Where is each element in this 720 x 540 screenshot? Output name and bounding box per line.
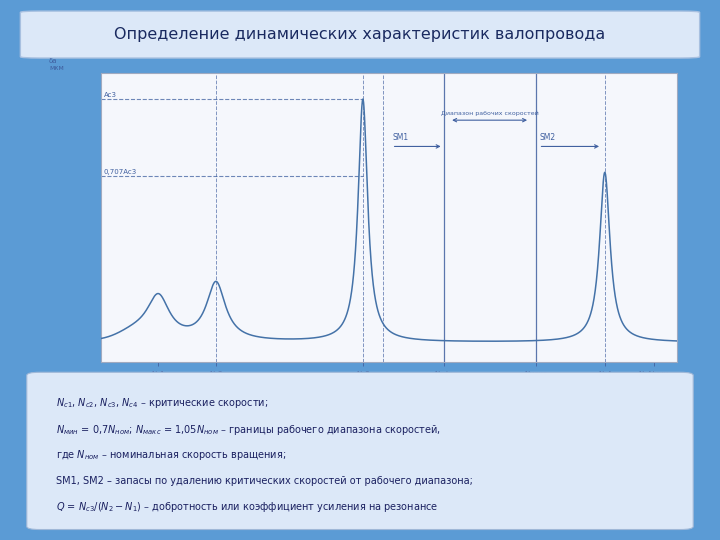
- Text: δa
мкм: δa мкм: [49, 58, 63, 71]
- Text: Ac3: Ac3: [104, 92, 117, 98]
- FancyBboxPatch shape: [27, 372, 693, 530]
- Text: Диапазон рабочих скоростей: Диапазон рабочих скоростей: [441, 111, 539, 116]
- Text: SM2: SM2: [540, 133, 556, 143]
- Text: где $N_{ном}$ – номинальная скорость вращения;: где $N_{ном}$ – номинальная скорость вра…: [55, 448, 286, 462]
- Text: 0,707Ac3: 0,707Ac3: [104, 169, 137, 175]
- FancyBboxPatch shape: [20, 11, 700, 58]
- Text: $Q$ = $N_{c3}$$/({N_2 - N_1})$ – добротность или коэффициент усиления на резонан: $Q$ = $N_{c3}$$/({N_2 - N_1})$ – добротн…: [55, 500, 438, 514]
- Text: $N_{мин}$ = 0,7$N_{ном}$; $N_{макс}$ = 1,05$N_{ном}$ – границы рабочего диапазон: $N_{мин}$ = 0,7$N_{ном}$; $N_{макс}$ = 1…: [55, 423, 441, 437]
- Text: Определение динамических характеристик валопровода: Определение динамических характеристик в…: [114, 27, 606, 42]
- Text: $N_{c1}$, $N_{c2}$, $N_{c3}$, $N_{c4}$ – критические скорости;: $N_{c1}$, $N_{c2}$, $N_{c3}$, $N_{c4}$ –…: [55, 395, 268, 409]
- Text: SM1: SM1: [393, 133, 409, 143]
- Text: SM1, SM2 – запасы по удалению критических скоростей от рабочего диапазона;: SM1, SM2 – запасы по удалению критически…: [55, 476, 472, 486]
